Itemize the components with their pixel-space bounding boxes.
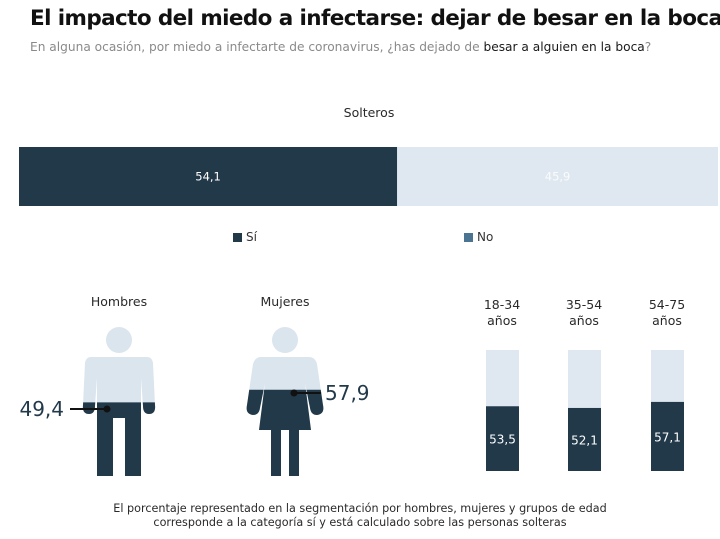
subtitle-text: En alguna ocasión, por miedo a infectart…	[30, 40, 484, 54]
legend-item-no: No	[464, 230, 493, 244]
age-label-line2: años	[487, 313, 517, 328]
bar-label-si: 54,1	[195, 170, 221, 184]
footnote-line1: El porcentaje representado en la segment…	[113, 502, 607, 515]
subtitle-emphasis: besar a alguien en la boca	[483, 40, 645, 54]
age-label-line1: 35-54	[565, 297, 603, 312]
label-hombres: Hombres	[90, 294, 148, 309]
solteros-chart-title: Solteros	[343, 105, 395, 120]
mujeres-pointer-dot	[290, 389, 298, 397]
mujeres-value: 57,9	[325, 381, 370, 405]
man-figure-head	[106, 327, 132, 353]
label-age-18-34: 18-34 años	[472, 297, 532, 329]
hombres-pointer-dot	[103, 405, 111, 413]
age-label-line2: años	[652, 313, 682, 328]
age-label-line1: 18-34	[483, 297, 521, 312]
man-figure-fill	[82, 402, 156, 476]
subtitle-end: ?	[644, 40, 652, 54]
label-age-54-75: 54-75 años	[637, 297, 697, 329]
page-title: El impacto del miedo a infectarse: dejar…	[30, 6, 720, 31]
label-age-35-54: 35-54 años	[554, 297, 614, 329]
legend-item-si: Sí	[233, 230, 257, 244]
age-bar-si	[568, 407, 601, 471]
label-mujeres: Mujeres	[260, 294, 310, 309]
age-label-line2: años	[569, 313, 599, 328]
bar-segment-no	[397, 147, 718, 206]
legend-label-no: No	[477, 230, 494, 244]
page-subtitle: En alguna ocasión, por miedo a infectart…	[30, 40, 651, 54]
footnote-line2: corresponde a la categoría sí y está cal…	[153, 516, 567, 529]
age-bar-label: 57,1	[654, 430, 681, 444]
age-label-line1: 54-75	[648, 297, 686, 312]
bar-segment-si	[19, 147, 398, 206]
footnote: El porcentaje representado en la segment…	[0, 502, 720, 530]
bar-label-no: 45,9	[545, 170, 571, 184]
woman-figure-fill	[246, 389, 324, 476]
age-bar-label: 53,5	[489, 433, 516, 447]
age-bar-label: 52,1	[571, 433, 598, 447]
age-bar-si	[486, 406, 519, 471]
legend-swatch-no	[464, 232, 473, 242]
legend-swatch-si	[233, 232, 242, 242]
age-bar-si	[651, 401, 684, 471]
woman-figure-head	[272, 327, 298, 353]
legend-label-si: Sí	[246, 230, 257, 244]
hombres-value: 49,4	[19, 397, 64, 421]
